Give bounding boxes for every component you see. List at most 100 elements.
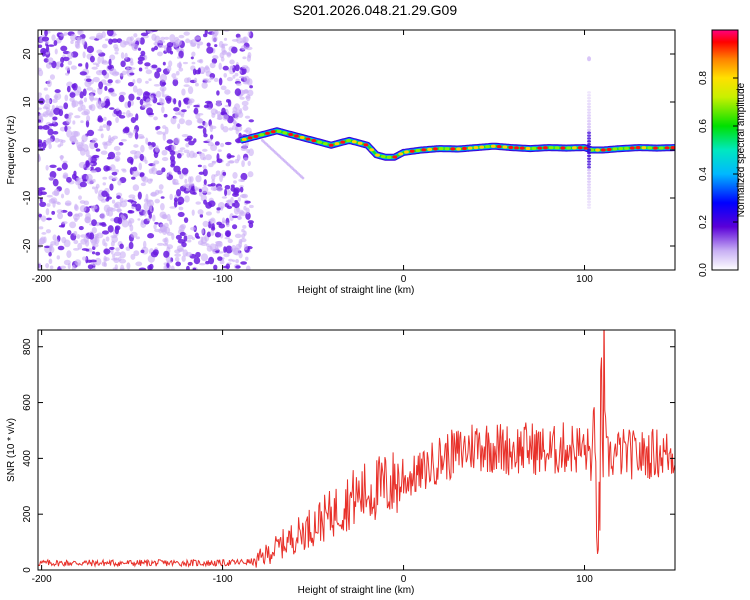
noise-speckle: [247, 171, 254, 178]
noise-speckle: [136, 96, 141, 101]
noise-speckle: [130, 253, 136, 260]
noise-speckle: [71, 83, 77, 89]
noise-speckle: [113, 257, 120, 264]
ridge-hotspot: [328, 143, 334, 147]
noise-speckle: [86, 45, 95, 54]
noise-speckle: [156, 130, 163, 135]
noise-speckle: [168, 60, 173, 67]
noise-speckle: [108, 175, 114, 180]
noise-speckle: [107, 210, 114, 217]
noise-speckle: [100, 150, 108, 155]
noise-speckle: [177, 170, 182, 175]
noise-speckle: [74, 139, 79, 145]
noise-speckle: [163, 113, 168, 118]
noise-speckle: [112, 176, 118, 181]
noise-speckle: [214, 30, 219, 36]
noise-speckle: [206, 138, 213, 143]
noise-speckle: [153, 116, 158, 121]
noise-speckle: [106, 30, 114, 37]
noise-speckle: [117, 217, 123, 225]
noise-speckle: [77, 106, 83, 112]
noise-speckle: [183, 149, 190, 154]
noise-speckle: [113, 203, 119, 209]
noise-speckle: [137, 218, 141, 221]
noise-speckle: [119, 243, 124, 250]
noise-speckle: [193, 256, 201, 265]
vertical-streak: [587, 128, 592, 132]
noise-speckle: [198, 171, 205, 175]
noise-speckle: [194, 77, 198, 84]
noise-speckle: [243, 205, 247, 211]
noise-speckle: [58, 109, 64, 117]
noise-speckle: [46, 217, 52, 221]
noise-speckle: [191, 209, 195, 216]
noise-speckle: [221, 220, 227, 224]
noise-speckle: [162, 133, 166, 141]
noise-speckle: [233, 180, 237, 184]
noise-speckle: [214, 231, 222, 238]
ridge-hotspot: [409, 149, 415, 153]
spectrogram-ytick-label: -10: [22, 190, 33, 205]
noise-speckle: [77, 147, 84, 152]
noise-speckle: [230, 46, 238, 54]
noise-speckle: [233, 121, 238, 126]
noise-speckle: [80, 238, 88, 245]
noise-speckle: [183, 31, 190, 36]
noise-speckle: [139, 136, 145, 139]
ridge-hotspot: [357, 141, 363, 145]
vertical-streak: [587, 145, 592, 149]
noise-speckle: [99, 222, 103, 226]
noise-speckle: [116, 207, 122, 213]
ridge-band: [239, 127, 675, 161]
noise-speckle: [186, 239, 192, 243]
noise-speckle: [191, 237, 195, 241]
noise-speckle: [213, 264, 218, 270]
noise-speckle: [114, 251, 121, 257]
noise-speckle: [202, 164, 207, 170]
noise-speckle: [79, 71, 87, 76]
noise-speckle: [202, 78, 210, 81]
noise-speckle: [103, 255, 107, 263]
vertical-streak: [587, 117, 592, 120]
noise-speckle: [83, 97, 88, 103]
noise-speckle: [216, 117, 223, 120]
noise-speckle: [142, 176, 149, 183]
noise-speckle: [226, 205, 233, 209]
noise-speckle: [139, 153, 145, 161]
noise-speckle: [38, 113, 46, 117]
noise-speckle: [116, 195, 121, 200]
noise-speckle: [196, 43, 200, 49]
streak-blob: [587, 56, 592, 62]
noise-speckle: [90, 205, 98, 210]
noise-speckle: [241, 67, 247, 75]
noise-speckle: [208, 256, 215, 265]
noise-speckle: [43, 87, 48, 91]
noise-speckle: [74, 115, 81, 119]
noise-speckle: [152, 214, 156, 222]
noise-speckle: [175, 70, 180, 76]
noise-speckle: [118, 142, 124, 146]
noise-speckle: [225, 245, 233, 254]
noise-speckle: [234, 233, 242, 239]
noise-speckle: [206, 46, 214, 54]
noise-speckle: [174, 253, 182, 257]
noise-speckle: [187, 176, 192, 184]
noise-speckle: [180, 224, 186, 230]
noise-speckle: [91, 89, 96, 94]
noise-speckle: [62, 174, 67, 179]
noise-speckle: [179, 231, 186, 236]
noise-speckle: [82, 143, 89, 152]
noise-speckle: [202, 220, 209, 228]
noise-speckle: [85, 119, 90, 128]
ridge-hotspot: [502, 145, 508, 149]
noise-speckle: [193, 36, 202, 40]
vertical-streak: [587, 154, 592, 158]
noise-speckle: [173, 199, 178, 208]
noise-speckle: [216, 207, 221, 211]
vertical-streak: [587, 137, 592, 140]
noise-speckle: [187, 86, 194, 95]
vertical-streak: [587, 163, 592, 166]
noise-speckle: [63, 259, 71, 266]
noise-speckle: [223, 72, 227, 78]
noise-speckle: [151, 47, 155, 52]
